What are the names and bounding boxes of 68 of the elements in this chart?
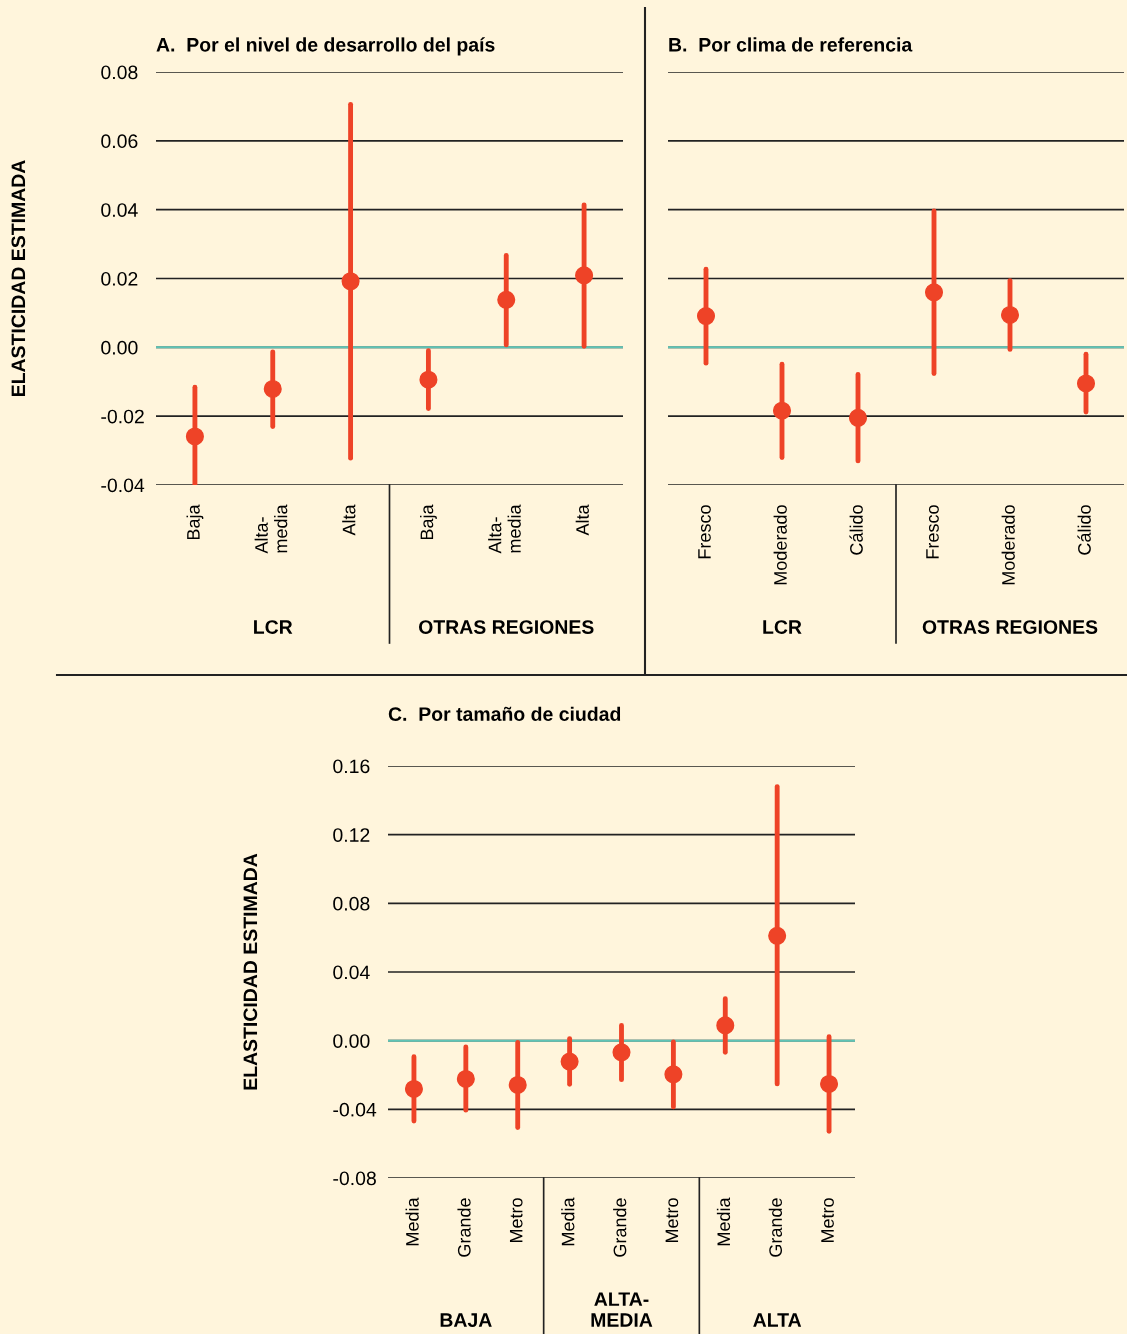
point <box>560 1052 579 1071</box>
point <box>772 401 792 420</box>
point <box>497 290 516 309</box>
chart-title: A. Por el nivel de desarrollo del país <box>156 37 495 56</box>
x-tick-label: Alta <box>342 504 356 536</box>
x-tick-label: Media <box>716 1197 731 1246</box>
text: BAJA <box>440 1313 492 1327</box>
y-tick-label: 0.08 <box>101 65 138 80</box>
y-tick-label: -0.08 <box>333 1171 376 1186</box>
x-tick-label: Media <box>405 1197 419 1246</box>
x-tick-label: Alta- media <box>254 504 288 554</box>
x-tick-label: Grande <box>613 1198 627 1257</box>
y-tick-label: -0.04 <box>101 478 145 493</box>
y-tick-label: -0.02 <box>101 409 144 424</box>
chart-title: B. Por clima de referencia <box>669 37 913 52</box>
point <box>820 1074 839 1093</box>
point <box>508 1075 527 1094</box>
y-axis-title: ELASTICIDAD ESTIMADA <box>11 160 26 397</box>
x-tick-label: Metro <box>509 1198 523 1243</box>
y-tick-label: 0.16 <box>333 759 370 774</box>
x-tick-label: Cálido <box>1077 505 1091 555</box>
point <box>1000 305 1020 325</box>
y-tick-label: 0.12 <box>333 828 370 842</box>
x-tick-label: Baja <box>186 504 204 540</box>
y-tick-label: -0.04 <box>333 1102 377 1117</box>
point <box>185 427 204 446</box>
x-tick-label: Fresco <box>698 505 711 559</box>
point <box>456 1069 475 1088</box>
y-tick-label: 0.08 <box>333 896 370 911</box>
y-tick-label: 0.04 <box>333 965 370 980</box>
point <box>924 283 944 302</box>
point <box>341 272 360 291</box>
x-tick-label: Alta- media <box>488 504 521 554</box>
x-tick-label: Grande <box>768 1198 783 1257</box>
y-tick-label: 0.04 <box>101 203 138 217</box>
y-tick-label: 0.06 <box>101 134 138 149</box>
y-axis-title: ELASTICIDAD ESTIMADA <box>243 853 258 1090</box>
point <box>1076 374 1096 393</box>
x-tick-label: Media <box>561 1197 575 1246</box>
x-tick-label: Moderado <box>773 505 787 585</box>
x-tick-label: Cálido <box>849 505 863 555</box>
x-tick-label: Fresco <box>926 505 939 559</box>
x-tick-label: Moderado <box>1001 505 1015 585</box>
text: ALTA- MEDIA <box>591 1292 653 1327</box>
text: ALTA <box>753 1313 802 1327</box>
point <box>696 306 716 326</box>
x-tick-label: Grande <box>457 1198 471 1257</box>
x-tick-label: Baja <box>420 504 437 540</box>
point <box>664 1065 683 1084</box>
x-tick-label: Metro <box>821 1198 834 1243</box>
x-tick-label: Alta <box>575 504 589 536</box>
x-tick-label: Metro <box>665 1198 679 1243</box>
point <box>848 408 868 427</box>
point <box>263 379 282 399</box>
y-tick-label: 0.02 <box>101 271 138 286</box>
y-tick-label: 0.00 <box>333 1034 370 1048</box>
point <box>716 1016 735 1035</box>
point <box>575 266 594 285</box>
text: LCR <box>763 620 802 634</box>
y-tick-label: 0.00 <box>101 340 138 355</box>
text: LCR <box>254 620 293 634</box>
text: OTRAS REGIONES <box>419 620 594 634</box>
point <box>768 926 787 945</box>
point <box>612 1043 631 1062</box>
chart-title: C. Por tamaño de ciudad <box>388 706 621 721</box>
point <box>404 1079 423 1098</box>
point <box>419 370 438 389</box>
text: OTRAS REGIONES <box>922 620 1098 634</box>
